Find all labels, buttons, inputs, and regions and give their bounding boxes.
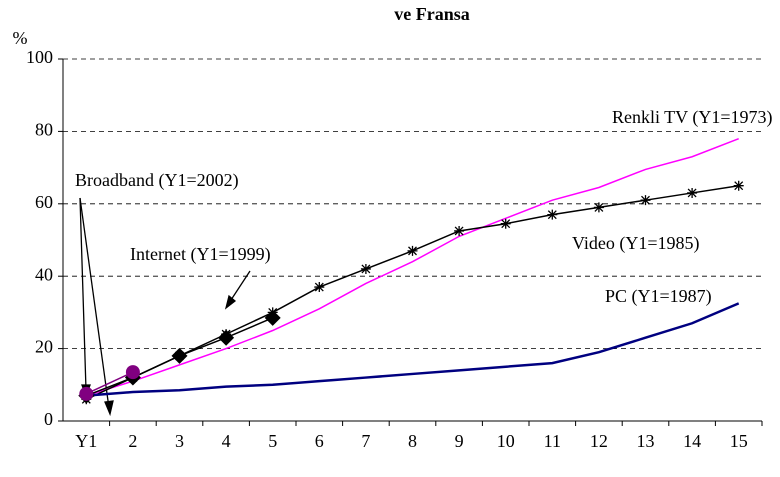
series-line (86, 137, 739, 397)
y-axis-label: % (13, 28, 28, 48)
x-tick-label: 5 (268, 431, 277, 451)
point (360, 263, 371, 274)
point (733, 180, 744, 191)
point (500, 218, 511, 229)
arrow (79, 197, 87, 391)
point (407, 245, 418, 256)
x-tick-label: 3 (175, 431, 184, 451)
arrow-head (104, 400, 114, 417)
y-tick-label: 40 (35, 264, 53, 284)
x-tick-label: 14 (683, 431, 701, 451)
series-label: Video (Y1=1985) (572, 233, 700, 254)
annotation-arrows (79, 197, 251, 417)
x-tick-label: 2 (128, 431, 137, 451)
x-tick-label: 8 (408, 431, 417, 451)
y-tick-label: 80 (35, 120, 53, 140)
x-tick-label: 7 (361, 431, 370, 451)
y-tick-label: 20 (35, 337, 53, 357)
x-tick-label: 13 (637, 431, 655, 451)
series-line (85, 371, 134, 395)
chart-title: ve Fransa (394, 4, 470, 24)
x-tick-label: 11 (544, 431, 561, 451)
x-tick-label: Y1 (75, 431, 97, 451)
series-label: Renkli TV (Y1=1973) (612, 107, 772, 128)
point (125, 365, 140, 380)
x-tick-label: 15 (730, 431, 748, 451)
x-tick-label: 10 (497, 431, 515, 451)
point (79, 386, 94, 401)
y-tick-label: 0 (44, 409, 53, 429)
x-tick-label: 6 (315, 431, 324, 451)
point (314, 282, 325, 293)
point (218, 329, 235, 346)
point (593, 202, 604, 213)
point (687, 187, 698, 198)
series-label: Internet (Y1=1999) (130, 244, 271, 265)
arrow-head (224, 294, 237, 310)
point (264, 309, 281, 326)
series-line (86, 302, 740, 397)
arrow (79, 197, 110, 409)
point (640, 195, 651, 206)
x-tick-label: 12 (590, 431, 608, 451)
point (454, 225, 465, 236)
point (171, 347, 188, 364)
series-label: PC (Y1=1987) (605, 286, 712, 307)
x-tick-label: 9 (455, 431, 464, 451)
point (547, 209, 558, 220)
y-tick-label: 60 (35, 192, 53, 212)
y-tick-label: 100 (26, 47, 53, 67)
series-label: Broadband (Y1=2002) (75, 170, 239, 191)
x-tick-label: 4 (222, 431, 231, 451)
